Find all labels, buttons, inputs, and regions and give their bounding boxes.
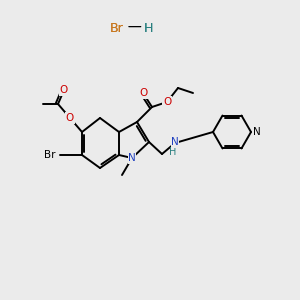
Text: O: O xyxy=(139,88,147,98)
Text: O: O xyxy=(60,85,68,95)
Text: O: O xyxy=(163,97,171,107)
Text: O: O xyxy=(66,113,74,123)
Text: —: — xyxy=(127,21,141,35)
Text: O: O xyxy=(139,88,147,98)
Text: N: N xyxy=(253,127,261,137)
Text: O: O xyxy=(66,113,74,123)
Text: O: O xyxy=(60,85,68,95)
Text: —: — xyxy=(127,21,141,35)
Text: Br: Br xyxy=(110,22,124,34)
Text: Br: Br xyxy=(44,150,56,160)
Text: N: N xyxy=(171,137,179,147)
Text: H: H xyxy=(143,22,153,34)
Text: O: O xyxy=(163,97,171,107)
Text: N: N xyxy=(128,153,136,163)
Text: Br: Br xyxy=(110,22,124,34)
Text: N: N xyxy=(171,137,179,147)
Text: H: H xyxy=(169,147,177,157)
Text: Br: Br xyxy=(44,150,56,160)
Text: N: N xyxy=(253,127,261,137)
Text: H: H xyxy=(143,22,153,34)
Text: N: N xyxy=(128,153,136,163)
